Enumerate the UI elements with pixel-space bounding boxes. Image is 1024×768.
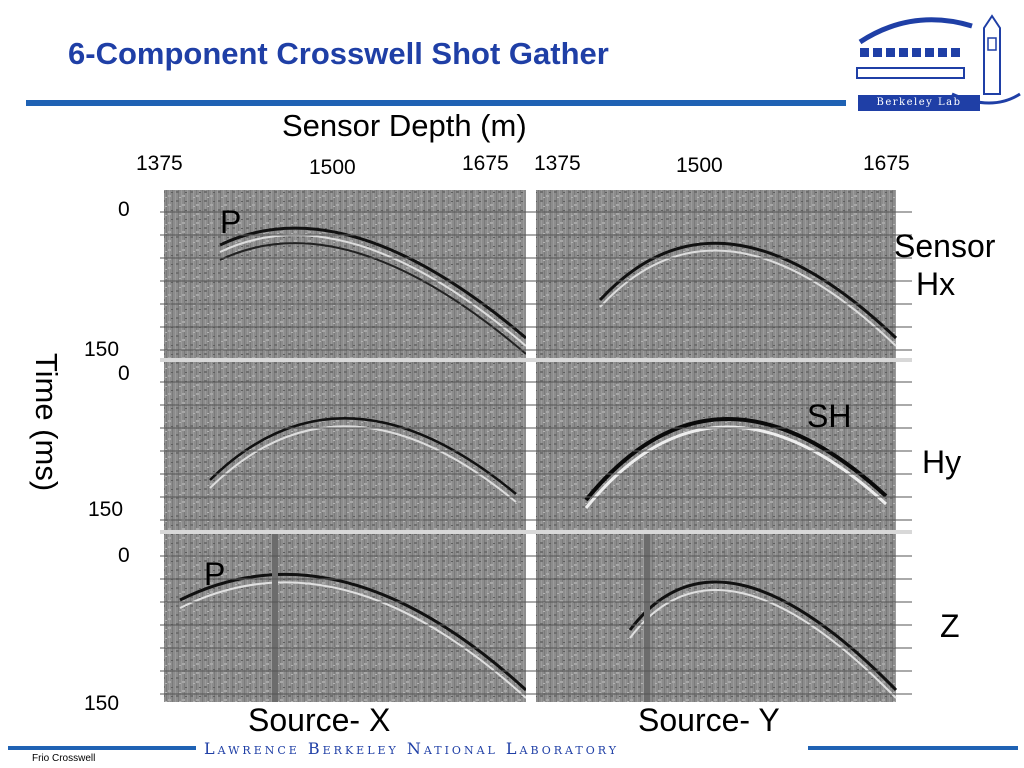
depth-tick-right-2: 1500 [676, 154, 723, 177]
depth-tick-right-1: 1375 [534, 152, 581, 175]
depth-tick-left-1: 1375 [136, 152, 183, 175]
panel-hx-source-x [164, 190, 527, 358]
shot-gather-panels [160, 190, 912, 710]
footer-lab-name: Lawrence Berkeley National Laboratory [204, 739, 619, 758]
depth-tick-left-2: 1500 [309, 156, 356, 179]
footer-note: Frio Crosswell [32, 753, 96, 764]
depth-tick-right-3: 1675 [863, 152, 910, 175]
slide-title: 6-Component Crosswell Shot Gather [68, 36, 609, 71]
panel-hy-source-x [164, 362, 526, 530]
wave-label-p-hx: P [220, 204, 242, 240]
time-tick-hy-150: 150 [88, 498, 124, 521]
column-label-source-y: Source- Y [638, 702, 780, 738]
panel-z-source-x [164, 534, 528, 702]
row-label-hx: Hx [916, 266, 956, 302]
depth-tick-left-3: 1675 [462, 152, 509, 175]
panel-z-source-y [536, 534, 898, 702]
time-tick-hx-150: 150 [84, 338, 120, 361]
time-tick-hy-0: 0 [118, 362, 130, 385]
berkeley-lab-logo [856, 14, 1021, 105]
row-label-sensor: Sensor [894, 228, 996, 264]
row-label-z: Z [940, 608, 960, 644]
time-tick-z-0: 0 [118, 544, 130, 567]
title-rule [26, 100, 846, 106]
wave-label-sh-hy: SH [807, 398, 852, 434]
wave-label-p-z: P [204, 556, 226, 592]
row-label-hy: Hy [922, 444, 962, 480]
logo-wordmark: Berkeley Lab [858, 95, 980, 111]
panel-hx-source-y [536, 190, 898, 358]
time-tick-z-150: 150 [84, 692, 120, 715]
column-label-source-x: Source- X [248, 702, 391, 738]
y-axis-title: Time (ms) [29, 352, 64, 492]
footer-band [196, 740, 808, 758]
time-tick-hx-0: 0 [118, 198, 130, 221]
panel-hy-source-y [536, 362, 896, 530]
x-axis-title: Sensor Depth (m) [282, 108, 527, 143]
